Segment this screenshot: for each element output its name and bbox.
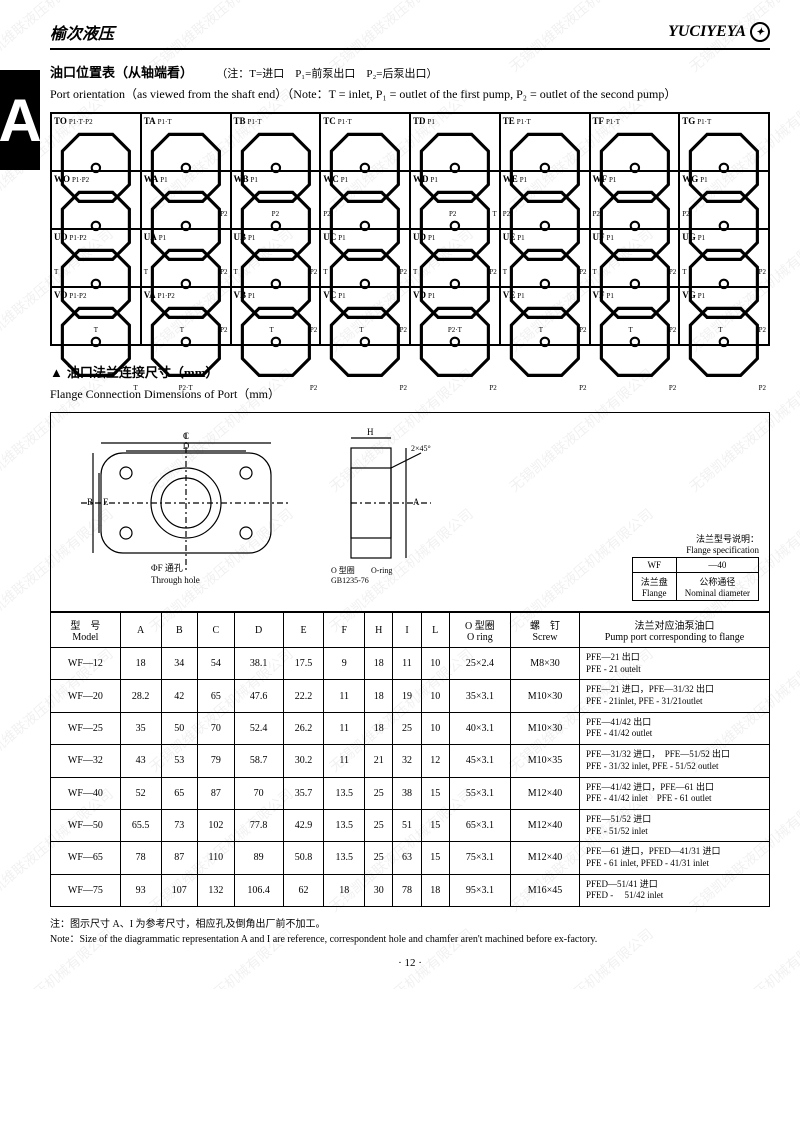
port-title-cn: 油口位置表（从轴端看） （注：T=进口 P₁=前泵出口 P₂=后泵出口） bbox=[50, 62, 770, 81]
orient-cell-VB: VB P1P2 bbox=[231, 287, 321, 345]
orient-cell-VG: VG P1P2 bbox=[679, 287, 769, 345]
svg-text:ΦF 通孔: ΦF 通孔 bbox=[151, 563, 183, 573]
orient-cell-WC: WC P1TP2 bbox=[320, 171, 410, 229]
port-orientation-section: 油口位置表（从轴端看） （注：T=进口 P₁=前泵出口 P₂=后泵出口） Por… bbox=[50, 62, 770, 346]
orient-cell-UB: UB P1TP2 bbox=[231, 229, 321, 287]
orient-cell-WA: WA P1TP2 bbox=[141, 171, 231, 229]
orient-cell-UD: UD P1P2·T bbox=[410, 229, 500, 287]
orient-cell-WG: WG P1TP2 bbox=[679, 171, 769, 229]
orient-cell-TB: TB P1·TP2 bbox=[231, 113, 321, 171]
table-row: WF—6578871108950.813.525631575×3.1M12×40… bbox=[51, 842, 770, 874]
orient-cell-UA: UA P1TP2 bbox=[141, 229, 231, 287]
orient-cell-VC: VC P1P2 bbox=[320, 287, 410, 345]
footnote: 注：图示尺寸 A、I 为参考尺寸，相应孔及倒角出厂前不加工。 Note：Size… bbox=[50, 915, 770, 945]
svg-text:2×45°: 2×45° bbox=[411, 444, 431, 453]
svg-text:Through hole: Through hole bbox=[151, 575, 200, 585]
flange-spec-box: 法兰型号说明： Flange specification WF—40 法兰盘Fl… bbox=[632, 532, 759, 601]
orient-cell-UC: UC P1TP2 bbox=[320, 229, 410, 287]
orient-cell-WB: WB P1TP2 bbox=[231, 171, 321, 229]
side-tab: A bbox=[0, 70, 40, 170]
page-header: 榆次液压 YUCIYEYA ✦ bbox=[50, 20, 770, 50]
svg-text:O 型圈: O 型圈 bbox=[331, 566, 355, 575]
orient-cell-TD: TD P1P2T bbox=[410, 113, 500, 171]
logo-icon: ✦ bbox=[750, 22, 770, 42]
orient-cell-WO: WO P1·P2T bbox=[51, 171, 141, 229]
flange-data-table: 型 号Model A B C D E F H I L O 型圈O ring 螺 … bbox=[50, 612, 770, 907]
orient-cell-VD: VD P1P2 bbox=[410, 287, 500, 345]
orient-cell-TF: TF P1·TP2 bbox=[590, 113, 680, 171]
header-left: 榆次液压 bbox=[50, 20, 114, 44]
page-number: · 12 · bbox=[50, 957, 770, 969]
flange-diagram: C D B E ΦF 通孔 Through hole A H 2×45° O 型… bbox=[50, 412, 770, 612]
svg-text:B: B bbox=[87, 497, 93, 507]
port-title-en: Port orientation（as viewed from the shaf… bbox=[50, 85, 770, 102]
table-row: WF—1218345438.117.5918111025×2.4M8×30PFE… bbox=[51, 648, 770, 680]
svg-text:GB1235-76: GB1235-76 bbox=[331, 576, 369, 585]
flange-front-view: C D B E ΦF 通孔 Through hole bbox=[61, 423, 291, 593]
orient-cell-UG: UG P1TP2 bbox=[679, 229, 769, 287]
flange-side-view: A H 2×45° O 型圈 O-ring GB1235-76 bbox=[311, 423, 461, 593]
orient-cell-UF: UF P1TP2 bbox=[590, 229, 680, 287]
orient-cell-VO: VO P1·P2T bbox=[51, 287, 141, 345]
flange-section: 油口法兰连接尺寸（mm） Flange Connection Dimension… bbox=[50, 362, 770, 907]
svg-text:E: E bbox=[103, 497, 109, 507]
table-row: WF—5065.57310277.842.913.525511565×3.1M1… bbox=[51, 809, 770, 841]
svg-text:C: C bbox=[183, 431, 189, 441]
orient-cell-TA: TA P1·TP2 bbox=[141, 113, 231, 171]
svg-text:D: D bbox=[183, 441, 190, 451]
orient-cell-VE: VE P1P2 bbox=[500, 287, 590, 345]
orient-cell-TE: TE P1·TP2 bbox=[500, 113, 590, 171]
header-right: YUCIYEYA ✦ bbox=[668, 22, 770, 42]
table-row: WF—3243537958.730.21121321245×3.1M10×35P… bbox=[51, 745, 770, 777]
table-row: WF—7593107132106.4621830781895×3.1M16×45… bbox=[51, 874, 770, 906]
orient-cell-VF: VF P1P2 bbox=[590, 287, 680, 345]
orient-cell-UE: UE P1TP2 bbox=[500, 229, 590, 287]
svg-text:O-ring: O-ring bbox=[371, 566, 392, 575]
table-row: WF—2535507052.426.21118251040×3.1M10×30P… bbox=[51, 712, 770, 744]
orient-cell-TC: TC P1·TP2 bbox=[320, 113, 410, 171]
orient-cell-TO: TO P1·T·P2 bbox=[51, 113, 141, 171]
orientation-grid: TO P1·T·P2TA P1·TP2TB P1·TP2TC P1·TP2TD … bbox=[50, 112, 770, 346]
spec-table: WF—40 法兰盘Flange 公称通径Nominal diameter bbox=[632, 557, 759, 601]
brand-text: YUCIYEYA bbox=[668, 23, 746, 41]
orient-cell-TG: TG P1·TP2 bbox=[679, 113, 769, 171]
orient-cell-WF: WF P1TP2 bbox=[590, 171, 680, 229]
orient-cell-WD: WD P1TP2 bbox=[410, 171, 500, 229]
orient-cell-VA: VA P1·P2P2·T bbox=[141, 287, 231, 345]
svg-text:H: H bbox=[367, 427, 374, 437]
orient-cell-WE: WE P1TP2 bbox=[500, 171, 590, 229]
orient-cell-UO: UO P1·P2T bbox=[51, 229, 141, 287]
table-row: WF—2028.2426547.622.21118191035×3.1M10×3… bbox=[51, 680, 770, 712]
svg-text:A: A bbox=[413, 497, 420, 507]
table-row: WF—405265877035.713.525381555×3.1M12×40P… bbox=[51, 777, 770, 809]
